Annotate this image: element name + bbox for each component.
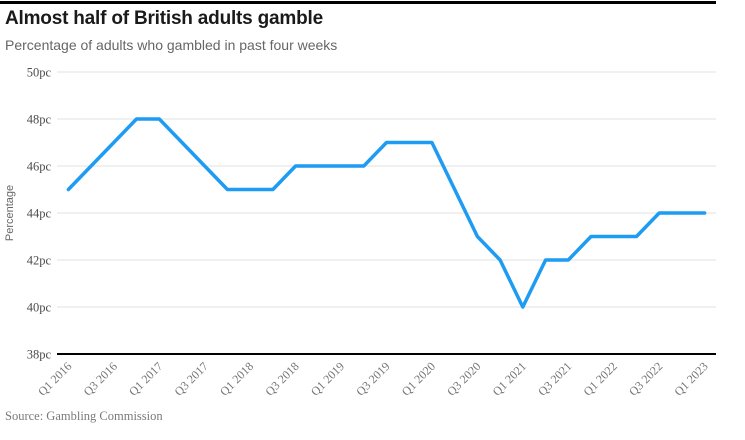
y-axis-title: Percentage [4, 185, 16, 241]
x-tick-label: Q3 2018 [262, 359, 301, 398]
x-tick-label: Q1 2019 [308, 359, 347, 398]
x-tick-label: Q1 2022 [580, 359, 619, 398]
x-tick-label: Q3 2022 [626, 359, 665, 398]
y-tick-label: 50pc [27, 66, 52, 80]
y-tick-label: 38pc [27, 348, 52, 362]
chart-subtitle: Percentage of adults who gambled in past… [5, 37, 338, 53]
top-rule-divider [0, 1, 716, 4]
x-tick-label: Q3 2016 [81, 359, 120, 398]
y-tick-label: 42pc [27, 254, 52, 268]
x-tick-label: Q1 2017 [126, 359, 165, 398]
y-tick-label: 48pc [27, 113, 52, 127]
line-chart: 50pc 48pc 46pc 44pc 42pc 40pc 38pc Percentage Q1… [4, 66, 716, 399]
x-tick-label: Q3 2020 [444, 359, 483, 398]
x-tick-label: Q1 2021 [490, 359, 529, 398]
x-tick-label: Q1 2016 [35, 359, 74, 398]
data-line [66, 117, 707, 309]
chart-title: Almost half of British adults gamble [5, 8, 323, 29]
y-tick-label: 44pc [27, 207, 52, 221]
x-tick-label: Q1 2023 [671, 359, 710, 398]
x-tick-label: Q3 2019 [353, 359, 392, 398]
x-tick-label: Q1 2018 [217, 359, 256, 398]
y-tick-label: 40pc [27, 301, 52, 315]
x-tick-label: Q1 2020 [399, 359, 438, 398]
x-tick-label: Q3 2021 [535, 359, 574, 398]
x-tick-label: Q3 2017 [171, 359, 210, 398]
y-tick-label: 46pc [27, 160, 52, 174]
source-note: Source: Gambling Commission [5, 409, 163, 423]
